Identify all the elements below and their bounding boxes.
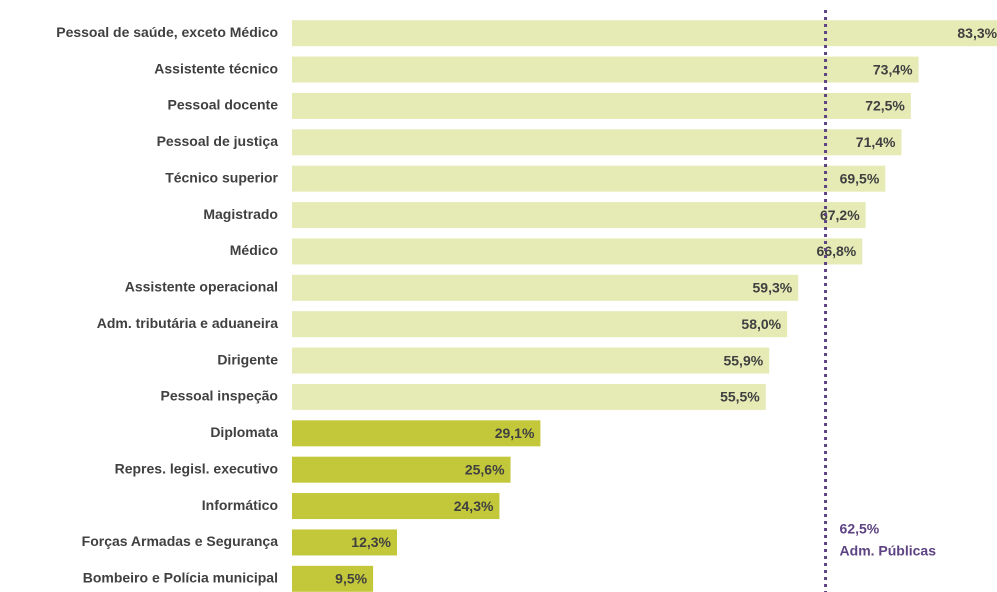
category-label: Assistente operacional: [125, 279, 278, 295]
category-label: Técnico superior: [165, 169, 278, 185]
bar: [292, 202, 866, 229]
category-label: Adm. tributária e aduaneira: [97, 315, 278, 331]
value-label: 29,1%: [495, 425, 535, 441]
value-label: 83,3%: [957, 25, 997, 41]
bar: [292, 56, 919, 83]
category-label: Assistente técnico: [154, 60, 278, 76]
bar: [292, 565, 374, 592]
bar: [292, 420, 541, 447]
value-label: 24,3%: [454, 498, 494, 514]
value-label: 67,2%: [820, 207, 860, 223]
bar: [292, 165, 886, 192]
category-label: Magistrado: [203, 206, 278, 222]
category-label: Diplomata: [210, 424, 278, 440]
bar: [292, 20, 997, 47]
value-label: 72,5%: [865, 98, 905, 114]
bar: [292, 529, 397, 556]
reference-label: 62,5%: [840, 521, 880, 537]
value-label: 55,9%: [723, 352, 763, 368]
value-label: 12,3%: [351, 534, 391, 550]
bar: [292, 456, 511, 483]
category-label: Pessoal de saúde, exceto Médico: [56, 24, 278, 40]
value-label: 69,5%: [840, 170, 880, 186]
value-label: 59,3%: [753, 280, 793, 296]
value-label: 58,0%: [741, 316, 781, 332]
bar: [292, 311, 788, 338]
bar: [292, 274, 799, 301]
bar: [292, 129, 902, 156]
bar: [292, 238, 863, 265]
category-label: Pessoal inspeção: [160, 388, 278, 404]
bar: [292, 92, 911, 119]
bar: [292, 383, 766, 410]
value-label: 9,5%: [335, 571, 367, 587]
category-label: Repres. legisl. executivo: [115, 460, 278, 476]
bar: [292, 493, 500, 520]
value-label: 71,4%: [856, 134, 896, 150]
value-label: 55,5%: [720, 389, 760, 405]
category-label: Pessoal docente: [168, 97, 279, 113]
value-label: 25,6%: [465, 461, 505, 477]
category-label: Pessoal de justiça: [157, 133, 279, 149]
bar: [292, 347, 770, 374]
category-label: Dirigente: [217, 351, 278, 367]
reference-text: Adm. Públicas: [840, 543, 937, 559]
category-label: Informático: [202, 497, 278, 513]
value-label: 73,4%: [873, 61, 913, 77]
value-label: 66,8%: [817, 243, 857, 259]
category-label: Médico: [230, 242, 278, 258]
category-label: Bombeiro e Polícia municipal: [83, 570, 278, 586]
category-label: Forças Armadas e Segurança: [82, 533, 279, 549]
